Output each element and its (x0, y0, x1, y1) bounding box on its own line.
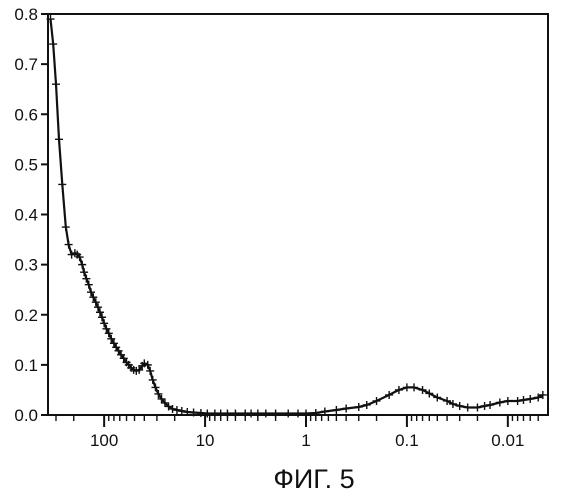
data-point (456, 402, 464, 410)
data-point (332, 406, 340, 414)
y-axis: 0.0 0.1 0.2 0.3 0.4 0.5 0.6 0.7 0.8 (14, 5, 48, 425)
x-tick-label: 1 (301, 431, 310, 450)
data-point (395, 386, 403, 394)
data-point (419, 386, 427, 394)
data-point (504, 397, 512, 405)
x-tick-label: 100 (90, 431, 118, 450)
data-point (96, 308, 104, 316)
y-tick-label: 0.8 (14, 5, 38, 24)
data-point (254, 409, 262, 417)
data-point (473, 403, 481, 411)
plot-area: 0.00.10.20.30.40.50.60.70.8 1001010.10.0… (14, 5, 548, 450)
data-point (272, 409, 280, 417)
data-point (363, 401, 371, 409)
data-point (62, 223, 70, 231)
y-tick-label: 0.5 (14, 155, 38, 174)
data-point (373, 397, 381, 405)
data-point (486, 401, 494, 409)
data-point (403, 383, 411, 391)
data-point (52, 80, 60, 88)
y-tick-label: 0.3 (14, 256, 38, 275)
figure-caption: ФИГ. 5 (273, 464, 354, 494)
data-point (385, 391, 393, 399)
data-point (519, 396, 527, 404)
data-point (262, 409, 270, 417)
data-point (496, 398, 504, 406)
y-tick-label: 0.6 (14, 105, 38, 124)
data-point (284, 409, 292, 417)
data-point (49, 40, 57, 48)
x-tick-label: 0.01 (491, 431, 524, 450)
data-point (78, 261, 86, 269)
series-markers (47, 15, 547, 417)
y-tick-label: 0.7 (14, 55, 38, 74)
data-point (355, 403, 363, 411)
data-point (178, 407, 186, 415)
data-point (55, 135, 63, 143)
data-point (302, 409, 310, 417)
data-point (58, 180, 66, 188)
y-tick-label: 0.0 (14, 406, 38, 425)
data-point (149, 376, 157, 384)
data-point (231, 409, 239, 417)
data-point (173, 406, 181, 414)
data-point (481, 402, 489, 410)
data-point (65, 241, 73, 249)
x-tick-label: 10 (196, 431, 215, 450)
data-point (294, 409, 302, 417)
data-point (464, 403, 472, 411)
x-tick-label: 0.1 (395, 431, 419, 450)
data-point (433, 393, 441, 401)
y-tick-label: 0.2 (14, 306, 38, 325)
data-point (223, 409, 231, 417)
y-tick-label: 0.4 (14, 206, 38, 225)
data-point (425, 389, 433, 397)
data-point (410, 383, 418, 391)
data-point (342, 404, 350, 412)
y-tick-label: 0.1 (14, 356, 38, 375)
data-point (514, 397, 522, 405)
data-point (526, 395, 534, 403)
